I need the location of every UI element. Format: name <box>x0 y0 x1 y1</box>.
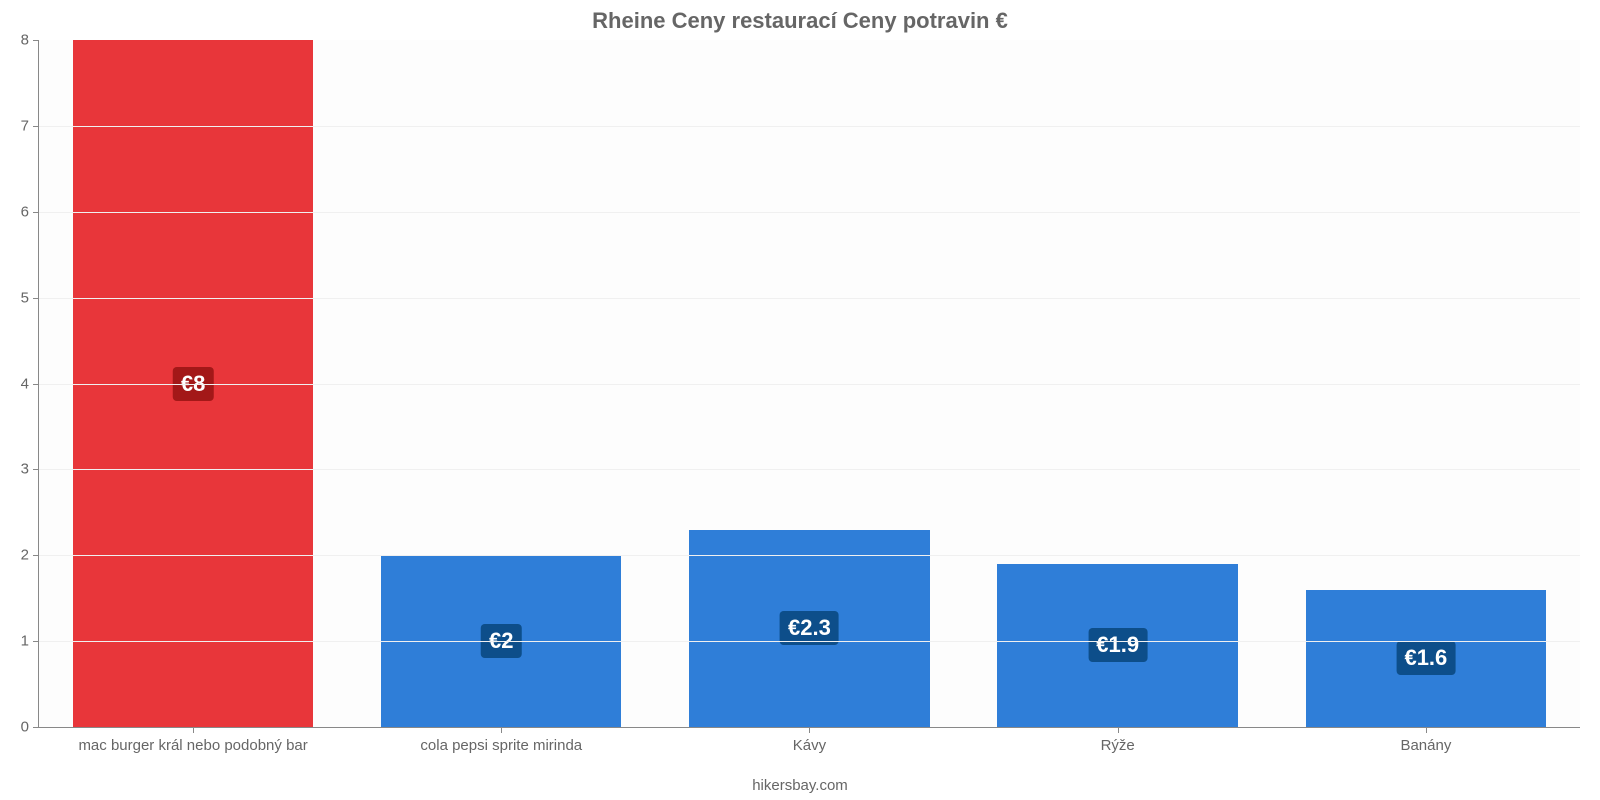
gridline <box>39 641 1580 642</box>
xtick-label: cola pepsi sprite mirinda <box>420 727 582 754</box>
gridline <box>39 555 1580 556</box>
ytick-label: 1 <box>21 633 39 650</box>
price-chart: Rheine Ceny restaurací Ceny potravin € €… <box>0 0 1600 800</box>
plot-area: €8mac burger král nebo podobný bar€2cola… <box>38 40 1580 728</box>
gridline <box>39 469 1580 470</box>
ytick-label: 0 <box>21 719 39 736</box>
source-credit: hikersbay.com <box>0 777 1600 794</box>
ytick-label: 5 <box>21 289 39 306</box>
bar-value-badge: €1.9 <box>1088 628 1147 662</box>
chart-title: Rheine Ceny restaurací Ceny potravin € <box>0 0 1600 34</box>
xtick-label: Rýže <box>1101 727 1135 754</box>
gridline <box>39 384 1580 385</box>
ytick-label: 2 <box>21 547 39 564</box>
gridline <box>39 126 1580 127</box>
bar: €1.9 <box>997 564 1237 727</box>
ytick-label: 4 <box>21 375 39 392</box>
bar: €1.6 <box>1306 590 1546 727</box>
ytick-label: 3 <box>21 461 39 478</box>
bar-value-badge: €1.6 <box>1396 641 1455 675</box>
ytick-label: 7 <box>21 117 39 134</box>
gridline <box>39 212 1580 213</box>
bar: €2.3 <box>689 530 929 728</box>
gridline <box>39 298 1580 299</box>
ytick-label: 8 <box>21 32 39 49</box>
xtick-label: Kávy <box>793 727 826 754</box>
ytick-label: 6 <box>21 203 39 220</box>
xtick-label: mac burger král nebo podobný bar <box>78 727 307 754</box>
xtick-label: Banány <box>1400 727 1451 754</box>
